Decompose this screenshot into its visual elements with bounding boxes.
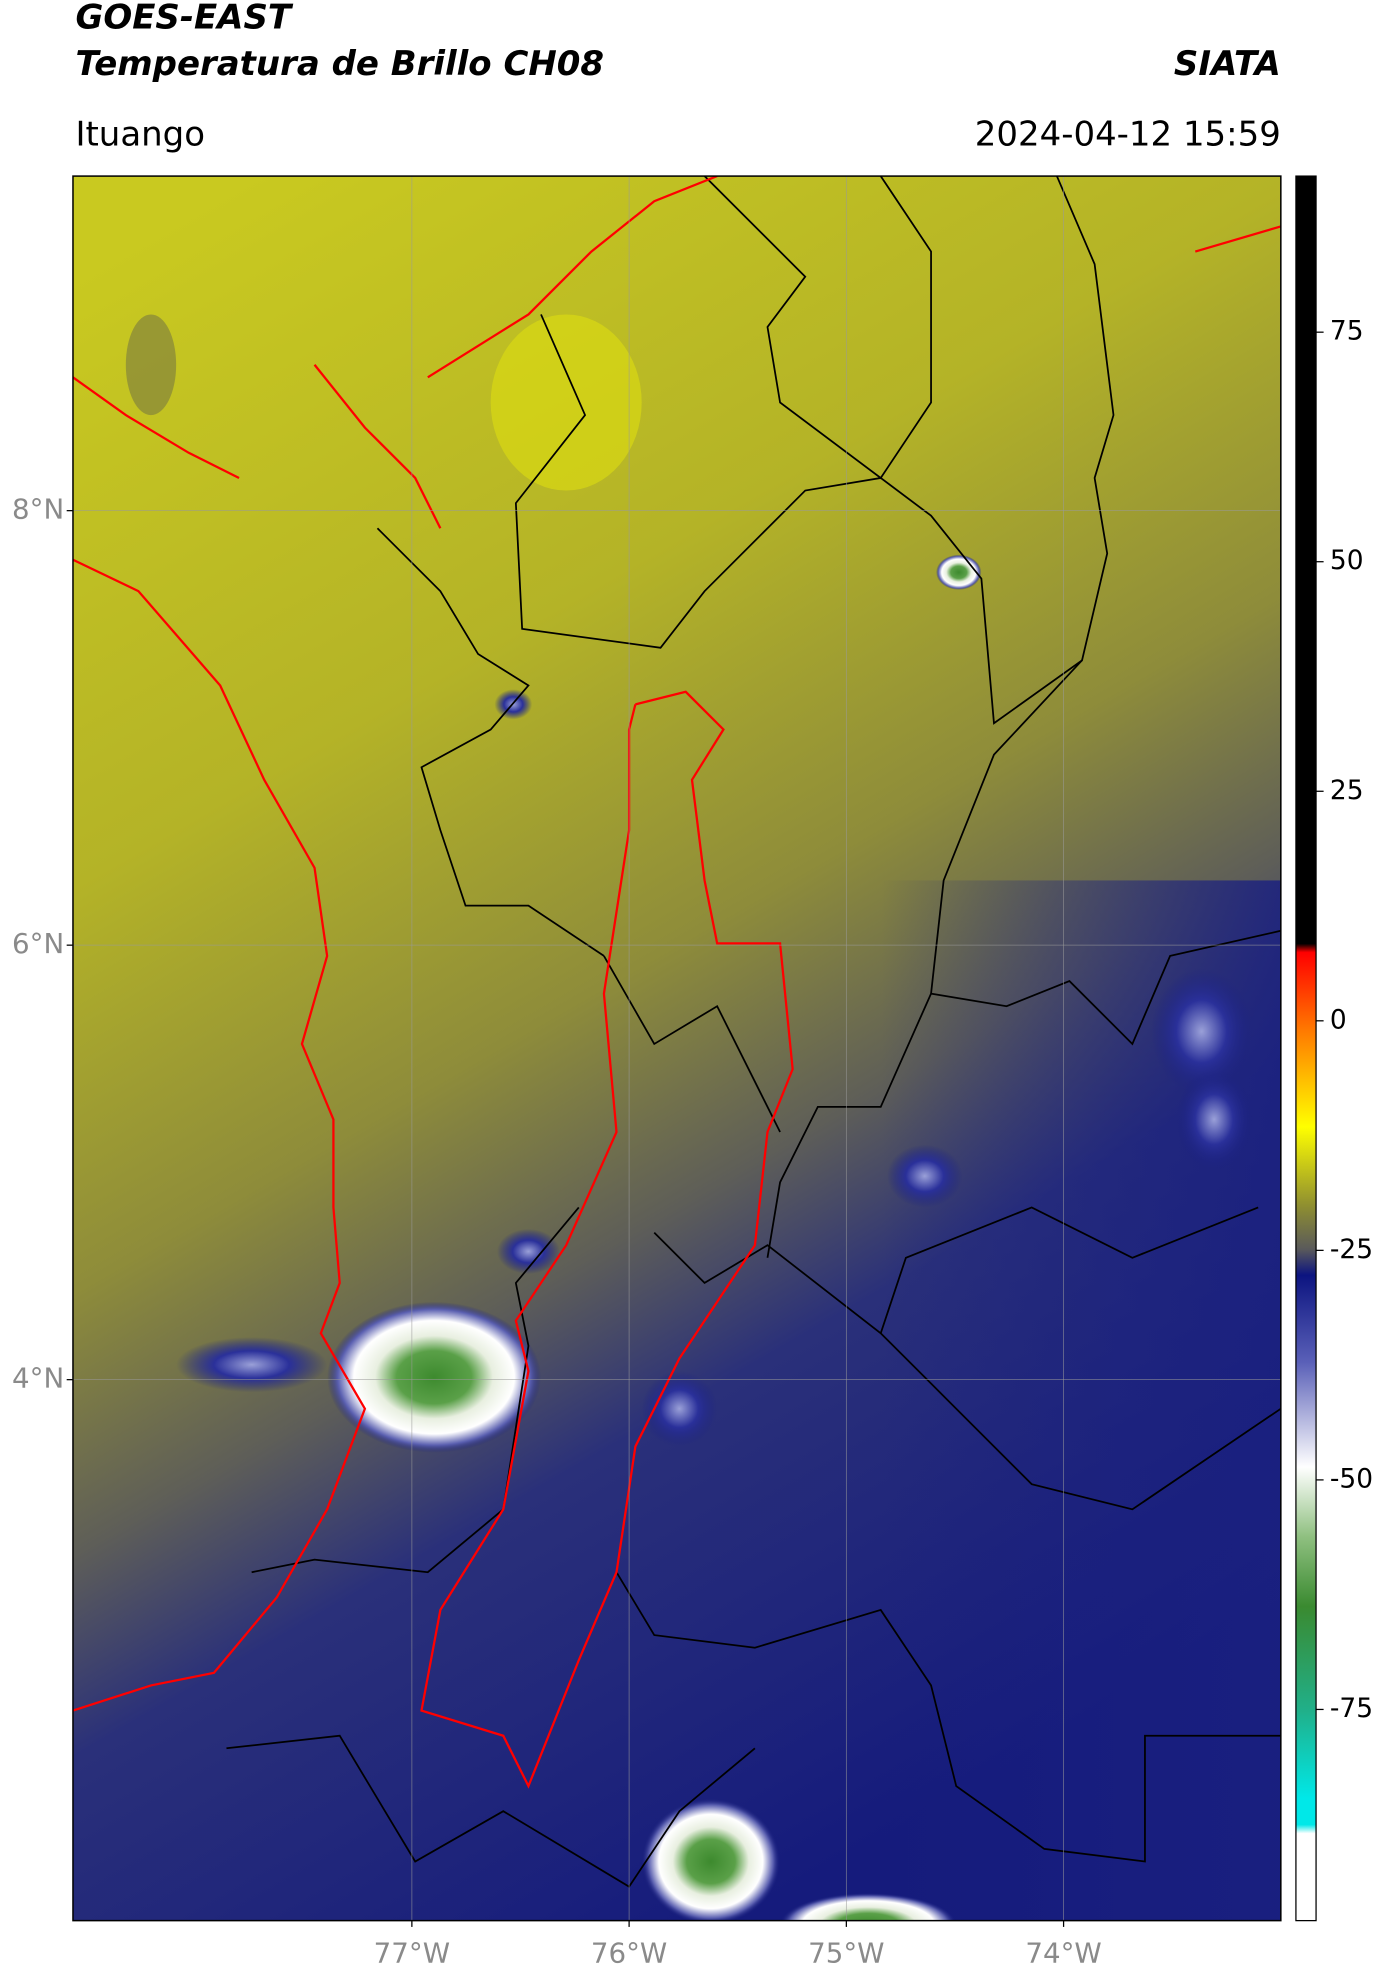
grid [72, 176, 1281, 1921]
colorbar-tick-label: 0 [1330, 1004, 1347, 1035]
subtitle: Temperatura de Brillo CH08 [75, 44, 604, 84]
location: Ituango [75, 114, 205, 154]
colorbar [1295, 175, 1317, 1922]
title: GOES-EAST [75, 0, 293, 37]
colorbar-tick-label: -75 [1330, 1693, 1373, 1724]
map-frame [72, 175, 1282, 1922]
colorbar-tick-label: -25 [1330, 1234, 1373, 1265]
satellite-image [72, 176, 1281, 1921]
source: SIATA [1174, 44, 1281, 84]
colorbar-tick-label: 75 [1330, 316, 1364, 347]
colorbar-tick-label: 50 [1330, 545, 1364, 576]
lon-tick-label: 75°W [808, 1937, 884, 1970]
lat-tick-label: 4°N [12, 1362, 64, 1395]
timestamp: 2024-04-12 15:59 [975, 114, 1281, 154]
lon-tick-label: 77°W [374, 1937, 450, 1970]
lon-tick-label: 74°W [1025, 1937, 1101, 1970]
colorbar-tick-label: -50 [1330, 1463, 1373, 1494]
colorbar-tick-label: 25 [1330, 775, 1364, 806]
lat-tick-label: 6°N [12, 927, 64, 960]
lat-tick-label: 8°N [12, 493, 64, 526]
lon-tick-label: 76°W [591, 1937, 667, 1970]
